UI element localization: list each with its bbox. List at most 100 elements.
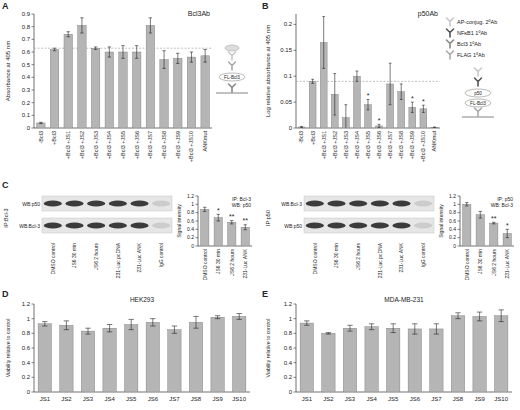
tick-label: 0: [191, 243, 194, 249]
error-bar: [42, 322, 47, 326]
category-label: -Bcl3: [298, 131, 304, 144]
error-bar: [193, 316, 198, 328]
tick: [32, 14, 35, 15]
error-bar: [244, 225, 247, 230]
tick-label: 1.2: [22, 301, 31, 307]
error-bar: [389, 63, 392, 104]
bar: [91, 48, 99, 128]
lane-label: JS6 2 hours: [93, 243, 99, 270]
category-label: +Bcl3 +JS9: [175, 131, 181, 159]
error-bar: [85, 328, 90, 334]
category-label: JS10: [494, 396, 508, 402]
western-blot: IP:p50WB:Bcl-3WB:p50DMSO controlJS6 30 m…: [265, 196, 434, 278]
band: [152, 223, 170, 229]
panel: 00.20.40.60.811.2Viability relative to c…: [5, 296, 250, 402]
category-label: JS9: [212, 396, 223, 402]
error-bar: [369, 324, 374, 330]
error-bar: [172, 326, 177, 333]
y-axis: [460, 196, 461, 246]
plot-area: [300, 310, 508, 392]
band: [87, 223, 105, 229]
lane-label: DMSO control: [312, 243, 318, 274]
row-label: WB:p50: [22, 201, 40, 207]
panel-letter: A: [2, 1, 9, 11]
category-label: ANKmut: [431, 131, 437, 152]
category-label: +Bcl3 +JS6: [376, 131, 382, 159]
category-label: JS1: [40, 396, 51, 402]
assay-diagram: FL-Bcl3: [216, 45, 248, 93]
error-bar: [367, 100, 370, 110]
tick: [196, 237, 199, 238]
category-label: JS6 30 min: [215, 249, 221, 274]
y-axis: [296, 304, 297, 392]
error-bar: [479, 211, 482, 218]
error-bar: [326, 333, 331, 334]
tick-label: 0.8: [187, 209, 194, 215]
tick: [294, 362, 297, 363]
bar: [189, 322, 202, 392]
error-bar: [108, 47, 111, 57]
error-bar: [107, 325, 112, 332]
tick: [32, 362, 35, 363]
bar: [463, 204, 471, 246]
tick-label: 0.4: [22, 360, 31, 366]
bar: [431, 127, 438, 128]
lane-label: JS6 30 min: [71, 243, 77, 268]
bar: [37, 123, 45, 128]
ip-label: IP:p50: [265, 210, 271, 226]
error-bar: [433, 127, 436, 128]
category-label: +Bcl3 +JS6: [134, 131, 140, 159]
title: MDA-MB-231: [384, 296, 424, 303]
tick-label: 0.4: [284, 360, 293, 366]
category-label: +Bcl3 +JS4: [106, 131, 112, 159]
tick-label: 0.15: [280, 47, 292, 53]
lane-label: 231-Luc pcDNA: [115, 242, 121, 278]
significance: **: [229, 213, 235, 220]
band: [152, 201, 170, 207]
tick-label: 0.2: [22, 374, 31, 380]
lane-label: IgG control: [420, 243, 426, 267]
ip-label: IP:Bcl-3: [3, 208, 9, 227]
tick-label: 1: [191, 201, 194, 207]
panel-letter: D: [2, 289, 9, 299]
tick: [294, 348, 297, 349]
bar: [81, 331, 94, 392]
panel-letter: B: [262, 1, 269, 11]
tick-label: 1: [453, 201, 456, 207]
tick: [458, 204, 461, 205]
bar: [103, 328, 116, 392]
tick-label: 0.7: [22, 36, 31, 42]
tick: [458, 229, 461, 230]
tick: [32, 392, 35, 393]
inset-title: WB: p50: [232, 202, 251, 208]
panel: 00.050.10.150.2Log relative absorbance a…: [265, 10, 440, 162]
error-bar: [150, 319, 155, 326]
bar: [490, 223, 498, 246]
bar: [343, 328, 356, 392]
bar: [473, 316, 486, 392]
antibody-icon: [447, 51, 454, 59]
label-patch: [490, 202, 513, 208]
legend: AP-conjug. 2ºAbNFκB1 1ºAbBcl3 1ºAbFLAG 1…: [447, 18, 498, 59]
error-bar: [215, 316, 220, 319]
band: [371, 223, 389, 229]
category-label: +Bcl3 +JS10: [420, 131, 426, 162]
blot-strip: [304, 196, 434, 211]
bar: [241, 227, 249, 246]
antibody-icon: [229, 52, 236, 60]
bar: [168, 330, 181, 392]
blot-strip: [304, 218, 434, 233]
tick-label: 1.2: [449, 193, 456, 199]
tick-label: 0.4: [449, 226, 456, 232]
tick-label: 0.05: [280, 99, 292, 105]
band: [65, 201, 83, 207]
error-bar: [39, 122, 42, 123]
bar: [60, 325, 73, 392]
category-label: JS2: [61, 396, 72, 402]
panel-letter: C: [2, 180, 9, 190]
tick: [32, 348, 35, 349]
lane-label: DMSO control: [50, 243, 56, 274]
row-label: WB:Bcl-3: [19, 223, 40, 229]
error-bar: [121, 46, 124, 59]
error-bar: [344, 105, 347, 128]
